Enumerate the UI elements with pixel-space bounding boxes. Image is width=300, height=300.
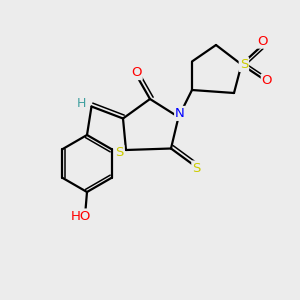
Text: S: S [115,146,124,159]
Text: S: S [240,58,248,71]
Text: S: S [192,161,201,175]
Text: N: N [175,107,185,120]
Text: O: O [257,34,268,48]
Text: HO: HO [71,209,91,223]
Text: O: O [262,74,272,88]
Text: O: O [131,66,142,79]
Text: H: H [76,97,86,110]
